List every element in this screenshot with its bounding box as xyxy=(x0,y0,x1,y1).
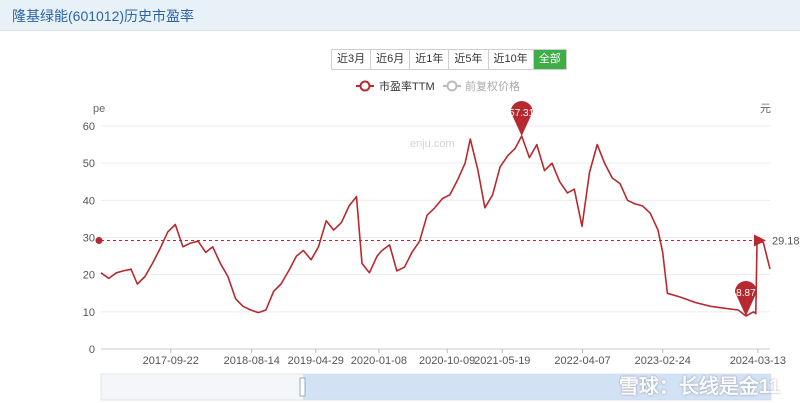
slider-selected-range xyxy=(303,374,771,400)
range-button-all[interactable]: 全部 xyxy=(533,50,566,69)
y-tick-label: 10 xyxy=(83,307,95,319)
current-value-label: 29.18 xyxy=(772,236,800,248)
legend-price-label: 前复权价格 xyxy=(465,79,520,93)
series-line-pe-ttm xyxy=(100,135,771,317)
site-watermark: enju.com xyxy=(410,138,455,150)
legend-pe-marker-icon xyxy=(359,80,371,92)
y-tick-label: 40 xyxy=(83,195,95,207)
y-tick-label: 20 xyxy=(83,270,95,282)
y-axis-unit-right: 元 xyxy=(760,103,771,115)
range-selector: 近3月 近6月 近1年 近5年 近10年 全部 xyxy=(331,49,567,70)
marker-layer: 57.31 8.87 xyxy=(509,100,757,317)
max-marker-pin-icon xyxy=(510,100,533,136)
max-marker-label: 57.31 xyxy=(509,108,534,119)
range-button-1y[interactable]: 近1年 xyxy=(410,50,450,69)
x-tick-label: 2022-04-07 xyxy=(554,355,610,367)
x-tick-label: 2023-02-24 xyxy=(635,355,691,367)
header-bar: 隆基绿能(601012)历史市盈率 xyxy=(0,0,800,31)
range-button-3m[interactable]: 近3月 xyxy=(332,50,372,69)
x-axis-ticks: 2017-09-22 2018-08-14 2019-04-29 2020-01-08… xyxy=(143,349,786,367)
y-tick-label: 0 xyxy=(89,344,95,356)
page-title: 隆基绿能(601012)历史市盈率 xyxy=(12,8,195,24)
x-tick-label: 2024-03-13 xyxy=(730,355,786,367)
range-button-5y[interactable]: 近5年 xyxy=(449,50,489,69)
x-tick-label: 2021-05-19 xyxy=(474,355,530,367)
range-button-10y[interactable]: 近10年 xyxy=(488,50,534,69)
x-tick-label: 2017-09-22 xyxy=(143,355,199,367)
slider-left-handle[interactable] xyxy=(299,377,306,397)
legend-item-price[interactable]: 前复权价格 xyxy=(443,79,520,93)
overlay-watermark: 雪球：长线是金11 xyxy=(618,376,780,398)
range-button-6m[interactable]: 近6月 xyxy=(371,50,411,69)
y-axis-ticks: 0 10 20 30 40 50 60 xyxy=(83,121,95,356)
y-axis-unit-left: pe xyxy=(93,103,105,115)
legend-pe-label: 市盈率TTM xyxy=(379,79,435,93)
y-tick-label: 50 xyxy=(83,158,95,170)
current-value-dot xyxy=(95,237,103,245)
data-zoom-slider[interactable] xyxy=(100,373,772,401)
series-layer xyxy=(100,135,771,317)
min-marker-pin-icon xyxy=(734,281,757,317)
legend-item-pe[interactable]: 市盈率TTM xyxy=(356,79,435,93)
x-tick-label: 2020-01-08 xyxy=(351,355,407,367)
legend-price-marker-icon xyxy=(446,80,458,92)
x-tick-label: 2020-10-09 xyxy=(419,355,475,367)
y-tick-label: 30 xyxy=(83,233,95,245)
min-marker-label: 8.87 xyxy=(736,288,756,299)
x-tick-label: 2018-08-14 xyxy=(224,355,280,367)
grid-lines xyxy=(101,125,770,350)
legend: 市盈率TTM 前复权价格 xyxy=(356,79,520,93)
y-tick-label: 60 xyxy=(83,121,95,133)
x-tick-label: 2019-04-29 xyxy=(288,355,344,367)
